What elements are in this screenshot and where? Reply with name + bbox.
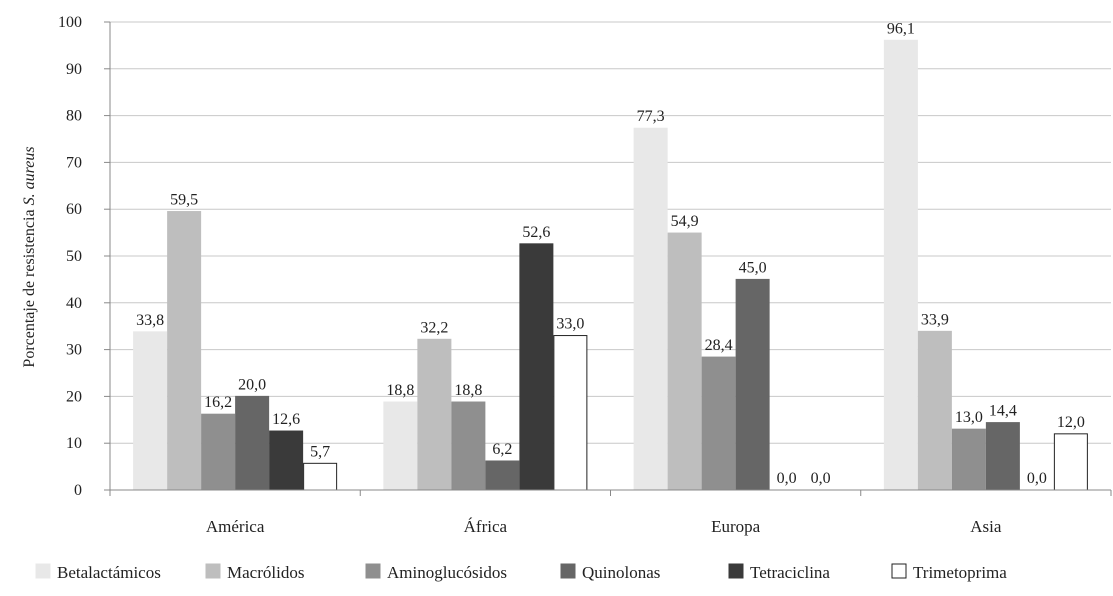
data-label: 14,4 [989, 403, 1017, 420]
gridlines [110, 21, 1111, 444]
bar [201, 413, 236, 491]
bar [269, 430, 304, 491]
y-tick-label: 10 [66, 435, 82, 452]
legend-swatch [365, 563, 381, 579]
y-tick-label: 50 [66, 248, 82, 265]
legend: Betalactámicos Macrólidos Aminoglucósidos Q… [35, 563, 1007, 582]
bar [985, 422, 1020, 491]
y-tick-label: 80 [66, 108, 82, 125]
bars [133, 39, 1088, 491]
bar [167, 211, 202, 491]
data-label: 32,2 [420, 319, 448, 336]
y-axis-label: Porcentaje de resistencia S. aureus [21, 146, 38, 367]
category-label: Asia [970, 517, 1002, 536]
category-labels: América África Europa Asia [206, 517, 1002, 536]
category-label: América [206, 517, 265, 536]
y-tick-label: 70 [66, 154, 82, 171]
bar [519, 243, 554, 491]
data-label: 33,0 [556, 316, 584, 333]
bar [951, 428, 986, 491]
legend-swatch [560, 563, 576, 579]
data-label: 12,6 [272, 411, 300, 428]
bar [417, 338, 452, 491]
data-label: 33,8 [136, 312, 164, 329]
data-label: 0,0 [777, 470, 797, 487]
legend-label: Macrólidos [227, 563, 304, 582]
legend-label: Betalactámicos [57, 563, 161, 582]
category-label: Europa [711, 517, 761, 536]
y-tick-label: 40 [66, 295, 82, 312]
bar [485, 460, 520, 491]
data-labels: 33,8 59,5 16,2 20,0 12,6 5,7 18,8 32,2 18,8 6,2 52… [136, 20, 1085, 487]
data-label: 0,0 [1027, 470, 1047, 487]
bar [383, 401, 418, 491]
bar [883, 39, 918, 491]
data-label: 33,9 [921, 311, 949, 328]
y-axis-ticks: 0 10 20 30 40 50 60 70 80 90 100 [58, 14, 110, 499]
data-label: 0,0 [811, 470, 831, 487]
bar [735, 278, 770, 491]
data-label: 52,6 [522, 224, 550, 241]
y-tick-label: 60 [66, 201, 82, 218]
bar [553, 335, 588, 491]
bar [133, 331, 168, 491]
y-tick-label: 0 [74, 482, 82, 499]
data-label: 6,2 [492, 441, 512, 458]
legend-label: Trimetoprima [913, 563, 1007, 582]
bar [303, 462, 338, 491]
bar [451, 401, 486, 491]
data-label: 59,5 [170, 192, 198, 209]
y-tick-label: 90 [66, 61, 82, 78]
data-label: 45,0 [739, 259, 767, 276]
data-label: 12,0 [1057, 414, 1085, 431]
data-label: 18,8 [454, 382, 482, 399]
legend-label: Aminoglucósidos [387, 563, 507, 582]
legend-swatch [35, 563, 51, 579]
data-label: 77,3 [637, 108, 665, 125]
y-tick-label: 30 [66, 342, 82, 359]
data-label: 96,1 [887, 20, 915, 37]
bar [701, 356, 736, 491]
legend-label: Quinolonas [582, 563, 660, 582]
legend-label: Tetraciclina [750, 563, 830, 582]
bar [917, 330, 952, 491]
legend-swatch [205, 563, 221, 579]
bar [667, 232, 702, 491]
legend-swatch [728, 563, 744, 579]
data-label: 16,2 [204, 394, 232, 411]
y-axis-label-text: Porcentaje de resistencia [21, 205, 38, 367]
legend-swatch [891, 563, 907, 579]
category-label: África [464, 517, 508, 536]
bar [633, 127, 668, 491]
x-axis [109, 22, 1112, 496]
data-label: 13,0 [955, 409, 983, 426]
data-label: 28,4 [705, 337, 733, 354]
bar [1053, 433, 1088, 491]
y-tick-label: 20 [66, 388, 82, 405]
data-label: 54,9 [671, 213, 699, 230]
bar [235, 395, 270, 491]
data-label: 18,8 [386, 382, 414, 399]
y-axis-label-species: S. aureus [21, 146, 38, 205]
data-label: 5,7 [310, 443, 330, 460]
y-tick-label: 100 [58, 14, 82, 31]
data-label: 20,0 [238, 376, 266, 393]
